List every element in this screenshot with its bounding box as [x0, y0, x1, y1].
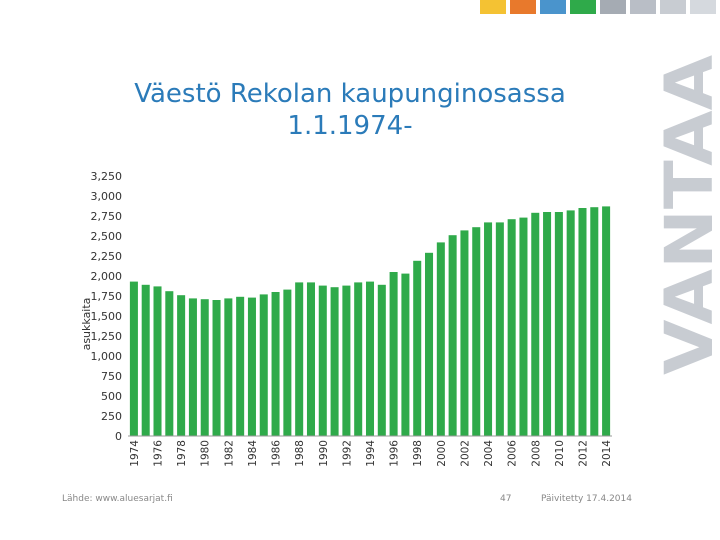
- y-tick-label: 3,000: [91, 190, 123, 203]
- source-note: Lähde: www.aluesarjat.fi: [62, 494, 173, 504]
- x-tick-label: 1986: [271, 440, 283, 467]
- updated-date: Päivitetty 17.4.2014: [541, 494, 632, 504]
- y-tick-label: 2,000: [91, 270, 123, 283]
- bar-1985: [259, 294, 268, 436]
- x-tick-label: 1998: [412, 440, 424, 467]
- x-tick-label: 2006: [507, 440, 519, 467]
- y-tick-label: 2,500: [91, 230, 123, 243]
- y-tick-label: 1,250: [91, 330, 123, 343]
- bar-1996: [389, 272, 398, 436]
- bar-1977: [165, 291, 174, 436]
- bar-1976: [153, 286, 162, 436]
- y-tick-label: 0: [115, 430, 122, 443]
- stripe: [600, 0, 626, 14]
- y-tick-label: 750: [101, 370, 122, 383]
- x-tick-label: 2012: [577, 440, 589, 467]
- bar-1988: [295, 282, 304, 436]
- bar-1983: [236, 296, 245, 436]
- x-tick-label: 1992: [341, 440, 353, 467]
- bar-1998: [413, 260, 422, 436]
- bar-1997: [401, 273, 410, 436]
- x-tick-label: 1988: [294, 440, 306, 467]
- bar-2007: [519, 217, 528, 436]
- x-tick-label: 1994: [365, 440, 377, 467]
- x-tick-label: 1976: [153, 440, 165, 467]
- x-tick-label: 1984: [247, 440, 259, 467]
- x-tick-label: 2000: [436, 440, 448, 467]
- bar-2005: [495, 222, 504, 436]
- x-tick-label: 2008: [530, 440, 542, 467]
- bar-1990: [318, 285, 327, 436]
- bar-1975: [141, 284, 150, 436]
- bar-2006: [507, 219, 516, 436]
- bar-2000: [436, 242, 445, 436]
- bar-2002: [460, 230, 469, 436]
- stripe: [630, 0, 656, 14]
- stripe: [540, 0, 566, 14]
- y-tick-label: 500: [101, 390, 122, 403]
- bar-2013: [590, 207, 599, 436]
- bar-1995: [377, 284, 386, 436]
- bar-1989: [306, 282, 315, 436]
- bar-2011: [566, 210, 575, 436]
- x-tick-label: 1978: [176, 440, 188, 467]
- x-tick-label: 1982: [223, 440, 235, 467]
- x-tick-label: 2002: [459, 440, 471, 467]
- bar-2003: [472, 227, 481, 436]
- vantaa-logo: VANTAA: [660, 55, 718, 375]
- stripe: [660, 0, 686, 14]
- y-tick-label: 1,000: [91, 350, 123, 363]
- x-tick-label: 2014: [601, 440, 613, 467]
- title-line-2: 1.1.1974-: [287, 111, 413, 141]
- y-tick-label: 1,750: [91, 290, 123, 303]
- stripe: [510, 0, 536, 14]
- page-title: Väestö Rekolan kaupunginosassa 1.1.1974-: [70, 78, 630, 142]
- y-tick-label: 1,500: [91, 310, 123, 323]
- bar-1979: [188, 298, 197, 436]
- bar-1992: [342, 285, 351, 436]
- bar-1981: [212, 300, 221, 436]
- bar-2004: [484, 222, 493, 436]
- bar-2009: [543, 212, 552, 436]
- x-tick-label: 2004: [483, 440, 495, 467]
- x-tick-label: 1974: [129, 440, 141, 467]
- bar-2001: [448, 235, 457, 436]
- y-axis-label: asukkaita: [80, 298, 93, 351]
- bar-2014: [602, 206, 611, 436]
- bar-1978: [177, 295, 186, 436]
- bar-2008: [531, 212, 540, 436]
- bar-1986: [271, 292, 280, 436]
- bar-1994: [365, 281, 375, 436]
- y-tick-label: 2,250: [91, 250, 123, 263]
- bar-1974: [129, 281, 138, 436]
- bar-1991: [330, 287, 339, 436]
- title-line-1: Väestö Rekolan kaupunginosassa: [134, 79, 566, 109]
- x-tick-label: 2010: [554, 440, 566, 467]
- y-tick-label: 250: [101, 410, 122, 423]
- bar-1982: [224, 298, 233, 436]
- stripe: [690, 0, 716, 14]
- bar-2012: [578, 208, 587, 436]
- bar-1987: [283, 289, 292, 436]
- bar-1980: [200, 299, 209, 436]
- bar-1999: [425, 252, 434, 436]
- stripe: [480, 0, 506, 14]
- bar-2010: [554, 212, 563, 436]
- x-tick-label: 1996: [389, 440, 401, 467]
- y-tick-label: 2,750: [91, 210, 123, 223]
- decorative-stripes: [480, 0, 716, 14]
- brand-text: VANTAA: [660, 55, 718, 375]
- x-tick-label: 1990: [318, 440, 330, 467]
- x-tick-label: 1980: [200, 440, 212, 467]
- page-number: 47: [500, 494, 512, 504]
- bar-1984: [247, 297, 256, 436]
- y-tick-label: 3,250: [91, 170, 123, 183]
- population-bar-chart: 0 250 500 750 1,000 1,250 1,500 1,750 2,000 2,250…: [80, 170, 613, 467]
- stripe: [570, 0, 596, 14]
- bar-1993: [354, 282, 363, 436]
